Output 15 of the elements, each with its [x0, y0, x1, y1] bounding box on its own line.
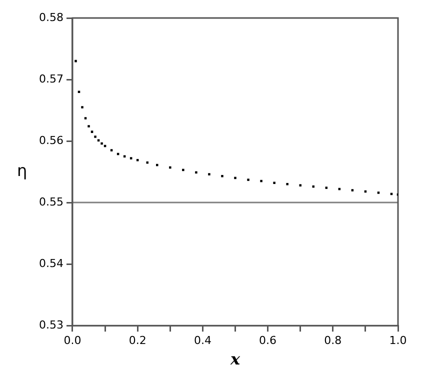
point — [156, 164, 158, 166]
x-tick-label: 0.0 — [64, 334, 82, 348]
y-tick-label: 0.56 — [38, 134, 64, 147]
x-tick-label: 0.2 — [128, 334, 146, 348]
x-axis-title: x — [229, 350, 240, 369]
y-axis-title: η — [16, 160, 28, 180]
y-tick-label: 0.54 — [38, 256, 64, 270]
x-tick-label: 0.4 — [194, 334, 212, 348]
y-tick-label: 0.55 — [38, 195, 64, 208]
y-tick-label: 0.53 — [38, 318, 64, 332]
x-tick-label: 0.6 — [259, 334, 277, 348]
y-tick-label: 0.58 — [38, 10, 64, 24]
y-tick-label: 0.57 — [38, 72, 64, 86]
x-tick-label: 0.8 — [324, 334, 342, 348]
x-tick-label: 1.0 — [389, 334, 407, 348]
